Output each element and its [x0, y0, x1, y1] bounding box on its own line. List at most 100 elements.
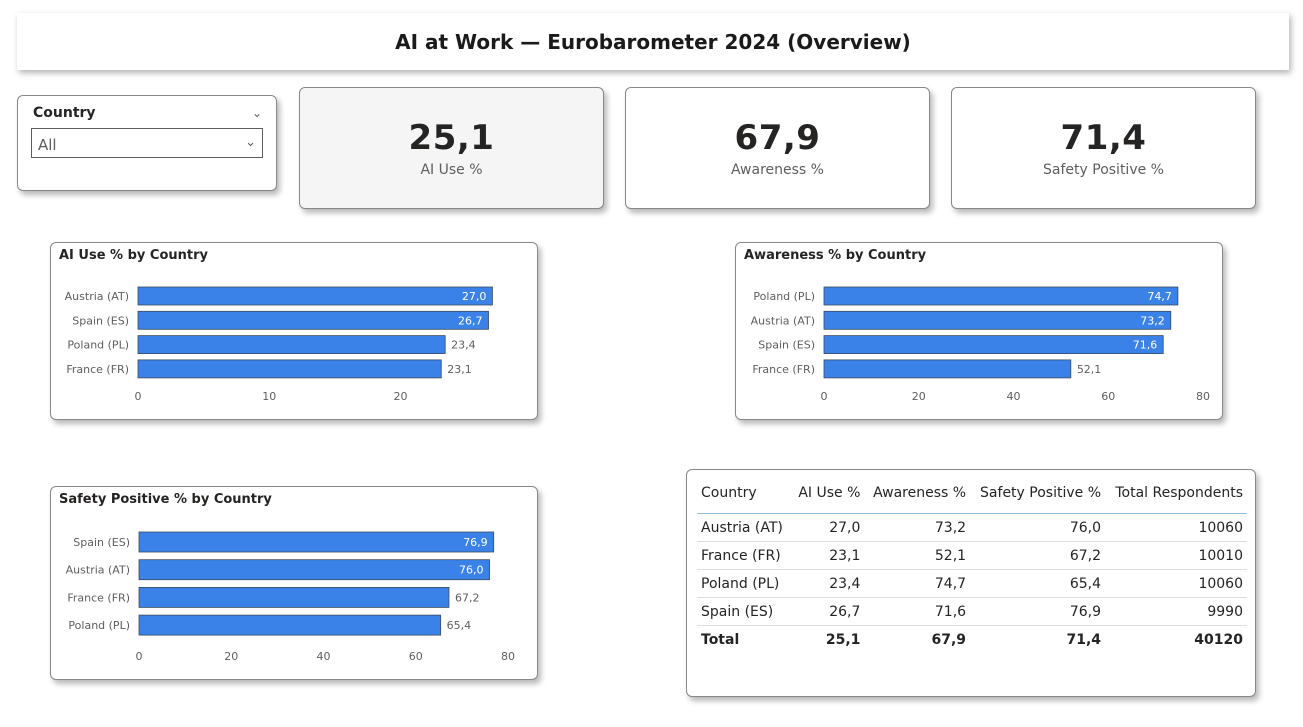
bar: [823, 359, 1072, 379]
chart-title: Safety Positive % by Country: [59, 492, 272, 507]
category-label: Spain (ES): [72, 314, 129, 327]
category-label: Poland (PL): [67, 339, 129, 352]
kpi-card-ai-use[interactable]: 25,1 AI Use %: [299, 87, 604, 209]
kpi-value: 67,9: [734, 118, 821, 158]
bar: [823, 286, 1179, 306]
data-label: 52,1: [1077, 363, 1102, 376]
category-label: France (FR): [752, 363, 815, 376]
table-cell: Spain (ES): [697, 597, 792, 626]
kpi-value: 25,1: [408, 118, 495, 158]
column-header[interactable]: AI Use %: [791, 482, 865, 514]
data-label: 23,1: [447, 363, 472, 376]
column-header[interactable]: Awareness %: [864, 482, 971, 514]
table-row[interactable]: Spain (ES) 26,7 71,6 76,9 9990: [697, 597, 1247, 626]
ai-use-bar-chart: Austria (AT) 27,0 Spain (ES) 26,7 Poland (PL…: [65, 286, 493, 403]
table-cell: 23,1: [791, 541, 865, 570]
x-tick-label: 40: [317, 650, 331, 663]
data-label: 74,7: [1147, 290, 1172, 303]
chart-card-safety-positive[interactable]: Safety Positive % by Country Spain (ES) 7…: [50, 486, 538, 680]
table-cell: 27,0: [791, 513, 865, 542]
table-cell: Poland (PL): [697, 569, 792, 598]
bar: [823, 335, 1164, 354]
table-total-row: Total 25,1 67,9 71,4 40120: [697, 625, 1247, 653]
bar: [138, 614, 442, 636]
column-header[interactable]: Safety Positive %: [970, 482, 1106, 514]
bar: [138, 531, 495, 553]
data-label: 76,9: [463, 536, 488, 549]
category-label: Poland (PL): [68, 619, 130, 632]
safety-positive-bar-chart: Spain (ES) 76,9 Austria (AT) 76,0 France (FR…: [66, 531, 515, 663]
awareness-bar-chart: Poland (PL) 74,7 Austria (AT) 73,2 Spain (ES…: [751, 286, 1210, 403]
table-row[interactable]: Poland (PL) 23,4 74,7 65,4 10060: [697, 569, 1247, 598]
table-total-cell: 67,9: [864, 625, 971, 653]
slicer-header: Country: [33, 105, 96, 121]
kpi-card-safety-positive[interactable]: 71,4 Safety Positive %: [951, 87, 1256, 209]
data-label: 73,2: [1140, 314, 1165, 327]
x-tick-label: 60: [1101, 390, 1115, 403]
data-label: 27,0: [462, 290, 487, 303]
kpi-card-awareness[interactable]: 67,9 Awareness %: [625, 87, 930, 209]
table-total-cell: 71,4: [970, 625, 1106, 653]
bar: [137, 286, 493, 306]
table-header-row: Country AI Use % Awareness % Safety Posi…: [697, 482, 1247, 514]
x-tick-label: 80: [501, 650, 515, 663]
x-tick-label: 20: [912, 390, 926, 403]
bar: [823, 310, 1172, 330]
category-label: Poland (PL): [753, 290, 815, 303]
category-label: Austria (AT): [66, 564, 130, 577]
data-label: 65,4: [447, 619, 472, 632]
category-label: Austria (AT): [751, 314, 815, 327]
x-tick-label: 60: [409, 650, 423, 663]
column-header[interactable]: Country: [697, 482, 792, 514]
data-label: 67,2: [455, 591, 480, 604]
x-tick-label: 80: [1196, 390, 1210, 403]
country-slicer[interactable]: Country ⌄ All ⌄: [17, 95, 277, 191]
summary-table: Country AI Use % Awareness % Safety Posi…: [697, 482, 1247, 653]
table-row[interactable]: Austria (AT) 27,0 73,2 76,0 10060: [697, 513, 1247, 542]
data-label: 76,0: [459, 564, 484, 577]
table-cell: 67,2: [970, 541, 1106, 570]
x-tick-label: 10: [262, 390, 276, 403]
bar: [138, 559, 490, 581]
slicer-selected-value: All: [38, 136, 57, 154]
table-cell: 73,2: [864, 513, 971, 542]
x-tick-label: 20: [394, 390, 408, 403]
report-title: AI at Work — Eurobarometer 2024 (Overvie…: [395, 29, 911, 54]
bar: [137, 359, 442, 379]
category-label: France (FR): [66, 363, 129, 376]
data-label: 26,7: [458, 314, 483, 327]
kpi-label: AI Use %: [420, 162, 483, 178]
column-header[interactable]: Total Respondents: [1105, 482, 1247, 514]
bar: [138, 587, 450, 608]
table-cell: 10060: [1105, 513, 1247, 542]
chevron-down-icon[interactable]: ⌄: [245, 135, 256, 150]
x-tick-label: 40: [1007, 390, 1021, 403]
table-cell: 23,4: [791, 569, 865, 598]
chart-card-ai-use[interactable]: AI Use % by Country Austria (AT) 27,0 Spai…: [50, 242, 538, 420]
category-label: Spain (ES): [73, 536, 130, 549]
slicer-collapse-chevron-icon[interactable]: ⌄: [251, 106, 262, 120]
category-label: France (FR): [67, 591, 130, 604]
table-cell: 76,0: [970, 513, 1106, 542]
bar: [137, 335, 446, 354]
table-cell: France (FR): [697, 541, 792, 570]
report-title-bar: AI at Work — Eurobarometer 2024 (Overvie…: [17, 13, 1289, 70]
category-label: Spain (ES): [758, 339, 815, 352]
table-total-cell: 40120: [1105, 625, 1247, 653]
table-cell: Austria (AT): [697, 513, 792, 542]
table-cell: 9990: [1105, 597, 1247, 626]
kpi-value: 71,4: [1060, 118, 1147, 158]
data-label: 71,6: [1133, 339, 1158, 352]
table-cell: 65,4: [970, 569, 1106, 598]
bar: [137, 310, 489, 330]
x-tick-label: 0: [136, 650, 143, 663]
table-row[interactable]: France (FR) 23,1 52,1 67,2 10010: [697, 541, 1247, 570]
slicer-dropdown[interactable]: All ⌄: [31, 128, 263, 158]
chart-card-awareness[interactable]: Awareness % by Country Poland (PL) 74,7 Au…: [735, 242, 1223, 420]
table-total-cell: Total: [697, 625, 792, 653]
table-cell: 10060: [1105, 569, 1247, 598]
data-label: 23,4: [451, 339, 476, 352]
chart-title: AI Use % by Country: [59, 248, 208, 263]
summary-table-card[interactable]: Country AI Use % Awareness % Safety Posi…: [686, 469, 1256, 697]
table-cell: 26,7: [791, 597, 865, 626]
